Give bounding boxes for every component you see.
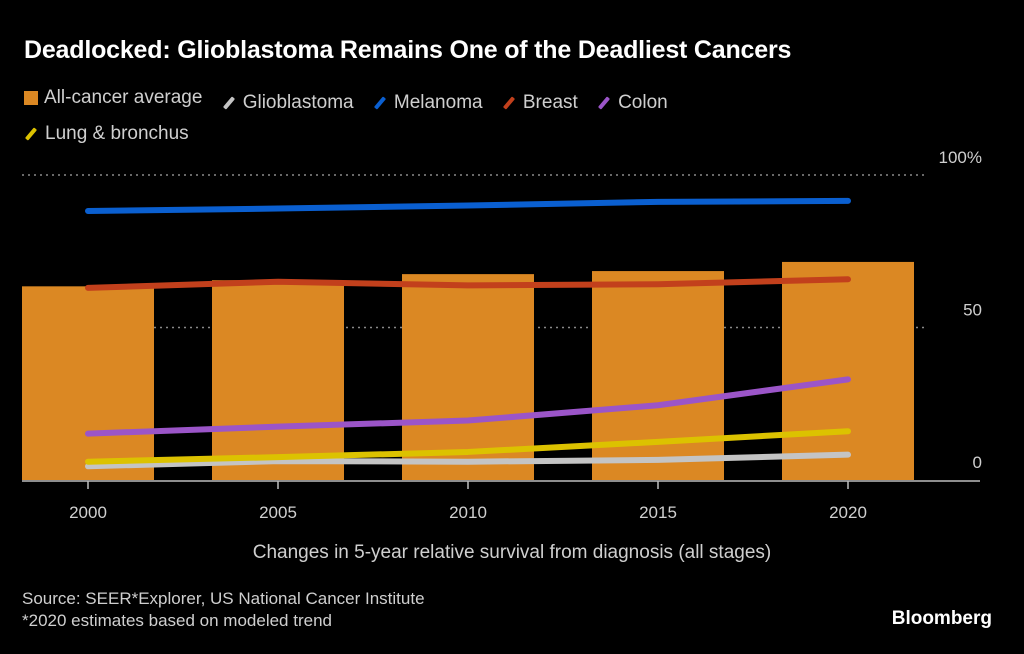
legend-item-lung: Lung & bronchus bbox=[24, 120, 189, 148]
legend-swatch-all-cancer bbox=[24, 91, 38, 105]
y-tick-label: 0 bbox=[973, 453, 982, 472]
bar-all-cancer-2000 bbox=[22, 286, 154, 480]
legend-label: Glioblastoma bbox=[242, 92, 354, 113]
legend-item-melanoma: Melanoma bbox=[373, 89, 483, 117]
legend-item-colon: Colon bbox=[597, 89, 668, 117]
legend-item-breast: Breast bbox=[502, 89, 578, 117]
legend-label: Lung & bronchus bbox=[45, 123, 189, 144]
source-note: Source: SEER*Explorer, US National Cance… bbox=[22, 588, 425, 632]
line-breast bbox=[85, 276, 851, 291]
axis-layer: 0 50 100% 2000 2005 2010 2015 2020 bbox=[22, 148, 982, 522]
line-lung-bronchus bbox=[85, 428, 851, 465]
line-glioblastoma bbox=[85, 451, 851, 470]
bar-all-cancer-2010 bbox=[402, 274, 534, 480]
bar-layer bbox=[22, 261, 914, 480]
legend-label: All-cancer average bbox=[44, 87, 203, 108]
x-tick-label: 2015 bbox=[639, 503, 677, 522]
line-melanoma bbox=[85, 197, 851, 214]
chart-title: Deadlocked: Glioblastoma Remains One of … bbox=[24, 36, 792, 64]
line-colon bbox=[85, 376, 851, 437]
bar-all-cancer-2020 bbox=[782, 261, 914, 480]
legend-label: Colon bbox=[618, 92, 668, 113]
y-tick-label: 100% bbox=[939, 148, 982, 167]
footnote-text: *2020 estimates based on modeled trend bbox=[22, 611, 332, 630]
bar-all-cancer-2005 bbox=[212, 280, 344, 480]
source-text: Source: SEER*Explorer, US National Cance… bbox=[22, 589, 425, 608]
legend: All-cancer average Glioblastoma Melanoma… bbox=[24, 84, 924, 148]
x-axis-label: Changes in 5-year relative survival from… bbox=[252, 542, 772, 563]
x-tick-label: 2000 bbox=[69, 503, 107, 522]
bar-all-cancer-2015 bbox=[592, 271, 724, 480]
x-tick-label: 2005 bbox=[259, 503, 297, 522]
bloomberg-logo: Bloomberg bbox=[891, 608, 992, 629]
legend-label: Breast bbox=[522, 92, 578, 113]
legend-label: Melanoma bbox=[393, 92, 483, 113]
y-tick-label: 50 bbox=[963, 301, 982, 320]
legend-item-glioblastoma: Glioblastoma bbox=[222, 89, 354, 117]
legend-item-all-cancer: All-cancer average bbox=[24, 84, 202, 112]
x-tick-label: 2010 bbox=[449, 503, 487, 522]
line-layer bbox=[85, 197, 851, 470]
x-tick-label: 2020 bbox=[829, 503, 867, 522]
